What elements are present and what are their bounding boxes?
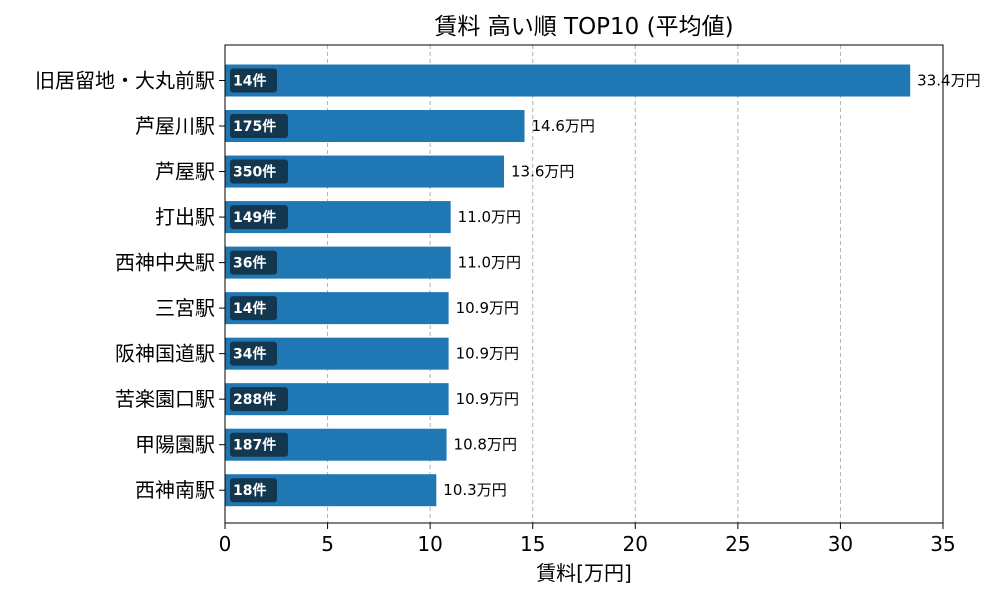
count-badge — [230, 478, 277, 503]
count-label: 288件 — [233, 391, 276, 408]
y-axis-categories: 旧居留地・大丸前駅芦屋川駅芦屋駅打出駅西神中央駅三宮駅阪神国道駅苦楽園口駅甲陽園… — [35, 69, 225, 502]
value-label: 10.9万円 — [456, 345, 519, 363]
count-label: 187件 — [233, 437, 276, 454]
count-badge — [230, 387, 288, 412]
x-tick-label: 20 — [623, 532, 648, 556]
category-label: 打出駅 — [155, 205, 215, 229]
count-label: 175件 — [233, 118, 276, 135]
category-label: 旧居留地・大丸前駅 — [35, 69, 215, 93]
count-badge — [230, 341, 277, 366]
x-tick-label: 25 — [725, 532, 750, 556]
x-tick-label: 15 — [520, 532, 545, 556]
count-label: 14件 — [233, 73, 266, 90]
category-label: 三宮駅 — [155, 296, 215, 320]
x-tick-label: 10 — [417, 532, 442, 556]
bar — [225, 64, 911, 97]
value-label: 10.3万円 — [443, 481, 506, 499]
category-label: 西神中央駅 — [115, 251, 215, 275]
value-label: 11.0万円 — [458, 208, 521, 226]
category-label: 阪神国道駅 — [115, 342, 215, 366]
count-label: 18件 — [233, 482, 266, 499]
count-badge — [230, 250, 277, 275]
x-tick-label: 5 — [321, 532, 334, 556]
count-badge — [230, 114, 288, 139]
value-label: 11.0万円 — [458, 254, 521, 272]
value-label: 10.9万円 — [456, 299, 519, 317]
value-label: 33.4万円 — [917, 72, 980, 90]
x-tick-label: 30 — [828, 532, 853, 556]
category-label: 西神南駅 — [135, 478, 215, 502]
value-label: 10.8万円 — [454, 436, 517, 454]
category-label: 甲陽園駅 — [135, 433, 215, 457]
x-axis-label: 賃料[万円] — [536, 561, 632, 585]
value-label: 10.9万円 — [456, 390, 519, 408]
x-axis-ticks: 0 5 10 15 20 25 30 35 — [219, 523, 956, 556]
count-label: 34件 — [233, 346, 266, 363]
value-label: 14.6万円 — [532, 117, 595, 135]
count-badge — [230, 432, 288, 457]
count-badge — [230, 205, 288, 230]
category-label: 芦屋駅 — [155, 160, 215, 184]
bars-group: 14件 33.4万円 175件 14.6万円 350件 13.6万円 149件 11.0万円 3… — [225, 64, 981, 507]
category-label: 苦楽園口駅 — [115, 387, 215, 411]
count-badge — [230, 296, 277, 321]
count-label: 149件 — [233, 209, 276, 226]
count-label: 14件 — [233, 300, 266, 317]
chart-title: 賃料 高い順 TOP10 (平均値) — [434, 14, 733, 40]
x-tick-label: 35 — [930, 532, 955, 556]
value-label: 13.6万円 — [511, 163, 574, 181]
count-badge — [230, 159, 288, 184]
category-label: 芦屋川駅 — [135, 114, 215, 138]
x-tick-label: 0 — [219, 532, 232, 556]
count-label: 350件 — [233, 164, 276, 181]
count-label: 36件 — [233, 255, 266, 272]
plot-frame — [224, 44, 944, 524]
count-badge — [230, 68, 277, 93]
